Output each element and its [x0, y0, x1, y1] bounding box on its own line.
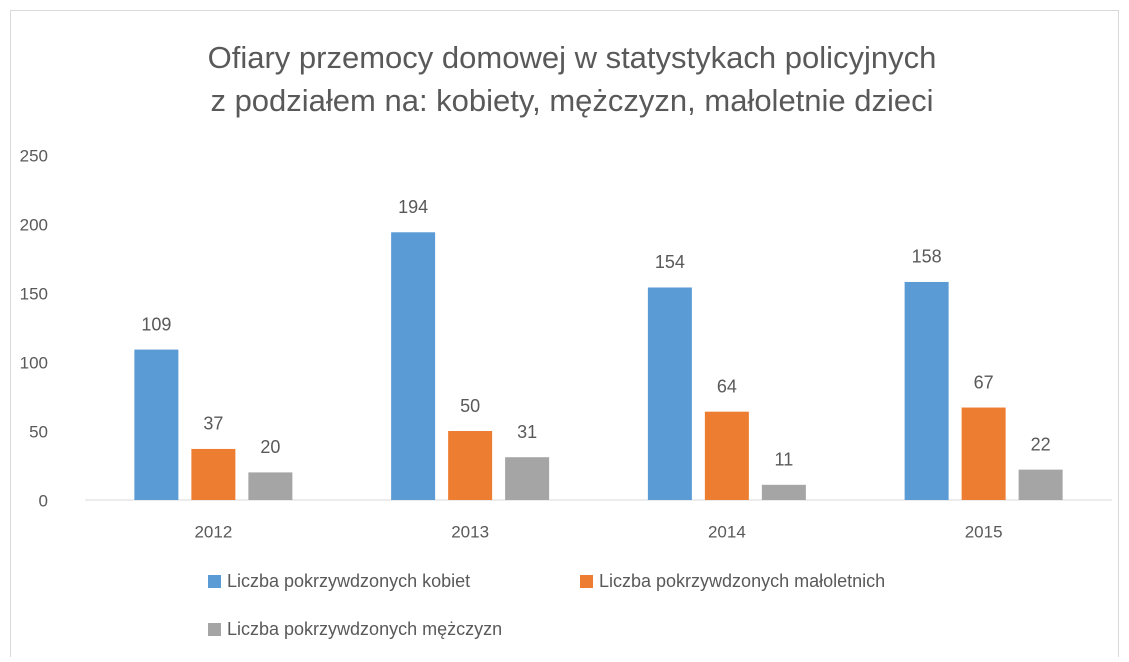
x-tick-label: 2014 — [708, 522, 746, 541]
y-tick-label: 250 — [20, 146, 48, 165]
chart-title: z podziałem na: kobiety, mężczyzn, małol… — [210, 83, 933, 118]
y-tick-label: 200 — [20, 215, 48, 234]
data-label: 67 — [974, 372, 994, 392]
bar — [761, 484, 806, 500]
y-tick-label: 100 — [20, 353, 48, 372]
bar — [134, 349, 179, 500]
data-label: 109 — [141, 314, 171, 334]
data-label: 20 — [260, 437, 280, 457]
bar — [647, 287, 692, 500]
bar — [448, 431, 493, 500]
data-label: 64 — [717, 376, 737, 396]
y-tick-label: 50 — [29, 422, 48, 441]
legend-swatch — [580, 575, 593, 588]
data-label: 194 — [398, 197, 428, 217]
bar — [704, 411, 749, 500]
bar — [1018, 469, 1063, 500]
data-label: 22 — [1031, 434, 1051, 454]
chart-title: Ofiary przemocy domowej w statystykach p… — [208, 40, 937, 75]
x-tick-label: 2015 — [965, 522, 1003, 541]
bar — [391, 232, 436, 500]
legend-swatch — [208, 575, 221, 588]
x-tick-label: 2012 — [194, 522, 232, 541]
data-label: 154 — [655, 252, 685, 272]
data-label: 31 — [517, 422, 537, 442]
legend-label: Liczba pokrzywdzonych mężczyzn — [227, 619, 502, 639]
legend-swatch — [208, 623, 221, 636]
bar — [191, 448, 236, 500]
bar — [248, 472, 293, 500]
data-label: 37 — [203, 414, 223, 434]
bar — [961, 407, 1006, 500]
bar — [505, 457, 550, 500]
legend-label: Liczba pokrzywdzonych kobiet — [227, 571, 470, 591]
y-tick-label: 0 — [39, 491, 48, 510]
legend-label: Liczba pokrzywdzonych małoletnich — [599, 571, 885, 591]
data-label: 50 — [460, 396, 480, 416]
data-label: 11 — [775, 450, 794, 470]
y-tick-label: 150 — [20, 284, 48, 303]
data-label: 158 — [912, 247, 942, 267]
x-tick-label: 2013 — [451, 522, 489, 541]
bar — [904, 281, 949, 500]
